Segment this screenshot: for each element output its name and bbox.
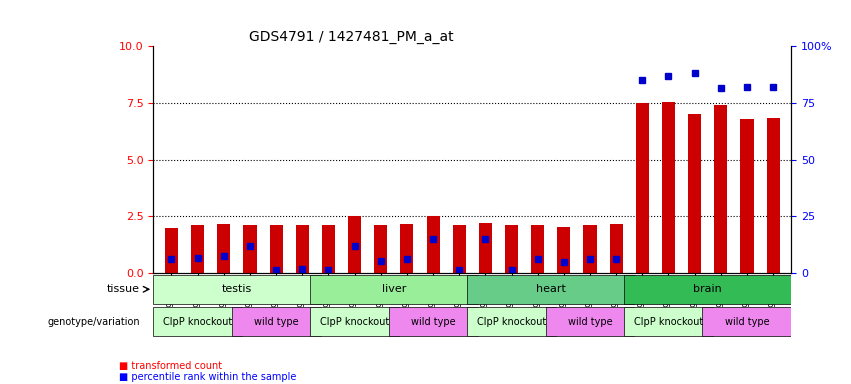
- Bar: [374, 225, 387, 273]
- Bar: [688, 114, 701, 273]
- FancyBboxPatch shape: [310, 307, 399, 336]
- Text: wild type: wild type: [254, 317, 299, 327]
- FancyBboxPatch shape: [467, 307, 556, 336]
- Bar: [584, 225, 597, 273]
- Text: ClpP knockout: ClpP knockout: [320, 317, 389, 327]
- FancyBboxPatch shape: [153, 275, 321, 304]
- FancyBboxPatch shape: [389, 307, 477, 336]
- FancyBboxPatch shape: [153, 307, 243, 336]
- FancyBboxPatch shape: [624, 307, 713, 336]
- Text: liver: liver: [381, 284, 406, 294]
- Bar: [270, 225, 283, 273]
- Text: ClpP knockout: ClpP knockout: [477, 317, 546, 327]
- FancyBboxPatch shape: [545, 307, 635, 336]
- Text: wild type: wild type: [568, 317, 613, 327]
- Text: heart: heart: [536, 284, 566, 294]
- Bar: [191, 225, 204, 273]
- Text: genotype/variation: genotype/variation: [48, 317, 140, 327]
- Bar: [767, 118, 780, 273]
- Bar: [348, 216, 361, 273]
- Bar: [400, 224, 414, 273]
- Bar: [714, 105, 728, 273]
- Bar: [609, 224, 623, 273]
- Bar: [505, 225, 518, 273]
- Bar: [165, 228, 178, 273]
- Bar: [557, 227, 570, 273]
- Bar: [296, 225, 309, 273]
- Text: ClpP knockout: ClpP knockout: [163, 317, 232, 327]
- Bar: [322, 225, 335, 273]
- FancyBboxPatch shape: [702, 307, 791, 336]
- Bar: [636, 103, 648, 273]
- FancyBboxPatch shape: [310, 275, 477, 304]
- Text: GDS4791 / 1427481_PM_a_at: GDS4791 / 1427481_PM_a_at: [249, 30, 454, 44]
- Text: ■ percentile rank within the sample: ■ percentile rank within the sample: [119, 372, 296, 382]
- FancyBboxPatch shape: [467, 275, 635, 304]
- FancyBboxPatch shape: [624, 275, 791, 304]
- Bar: [740, 119, 753, 273]
- Text: ■ transformed count: ■ transformed count: [119, 361, 222, 371]
- Bar: [479, 223, 492, 273]
- Bar: [243, 225, 256, 273]
- Bar: [426, 216, 440, 273]
- Bar: [217, 224, 231, 273]
- Text: tissue: tissue: [107, 284, 140, 294]
- Text: wild type: wild type: [411, 317, 455, 327]
- Text: testis: testis: [222, 284, 252, 294]
- Text: ClpP knockout: ClpP knockout: [634, 317, 703, 327]
- Text: brain: brain: [694, 284, 722, 294]
- FancyBboxPatch shape: [231, 307, 321, 336]
- Bar: [662, 102, 675, 273]
- Bar: [453, 225, 465, 273]
- Bar: [531, 225, 545, 273]
- Text: wild type: wild type: [725, 317, 769, 327]
